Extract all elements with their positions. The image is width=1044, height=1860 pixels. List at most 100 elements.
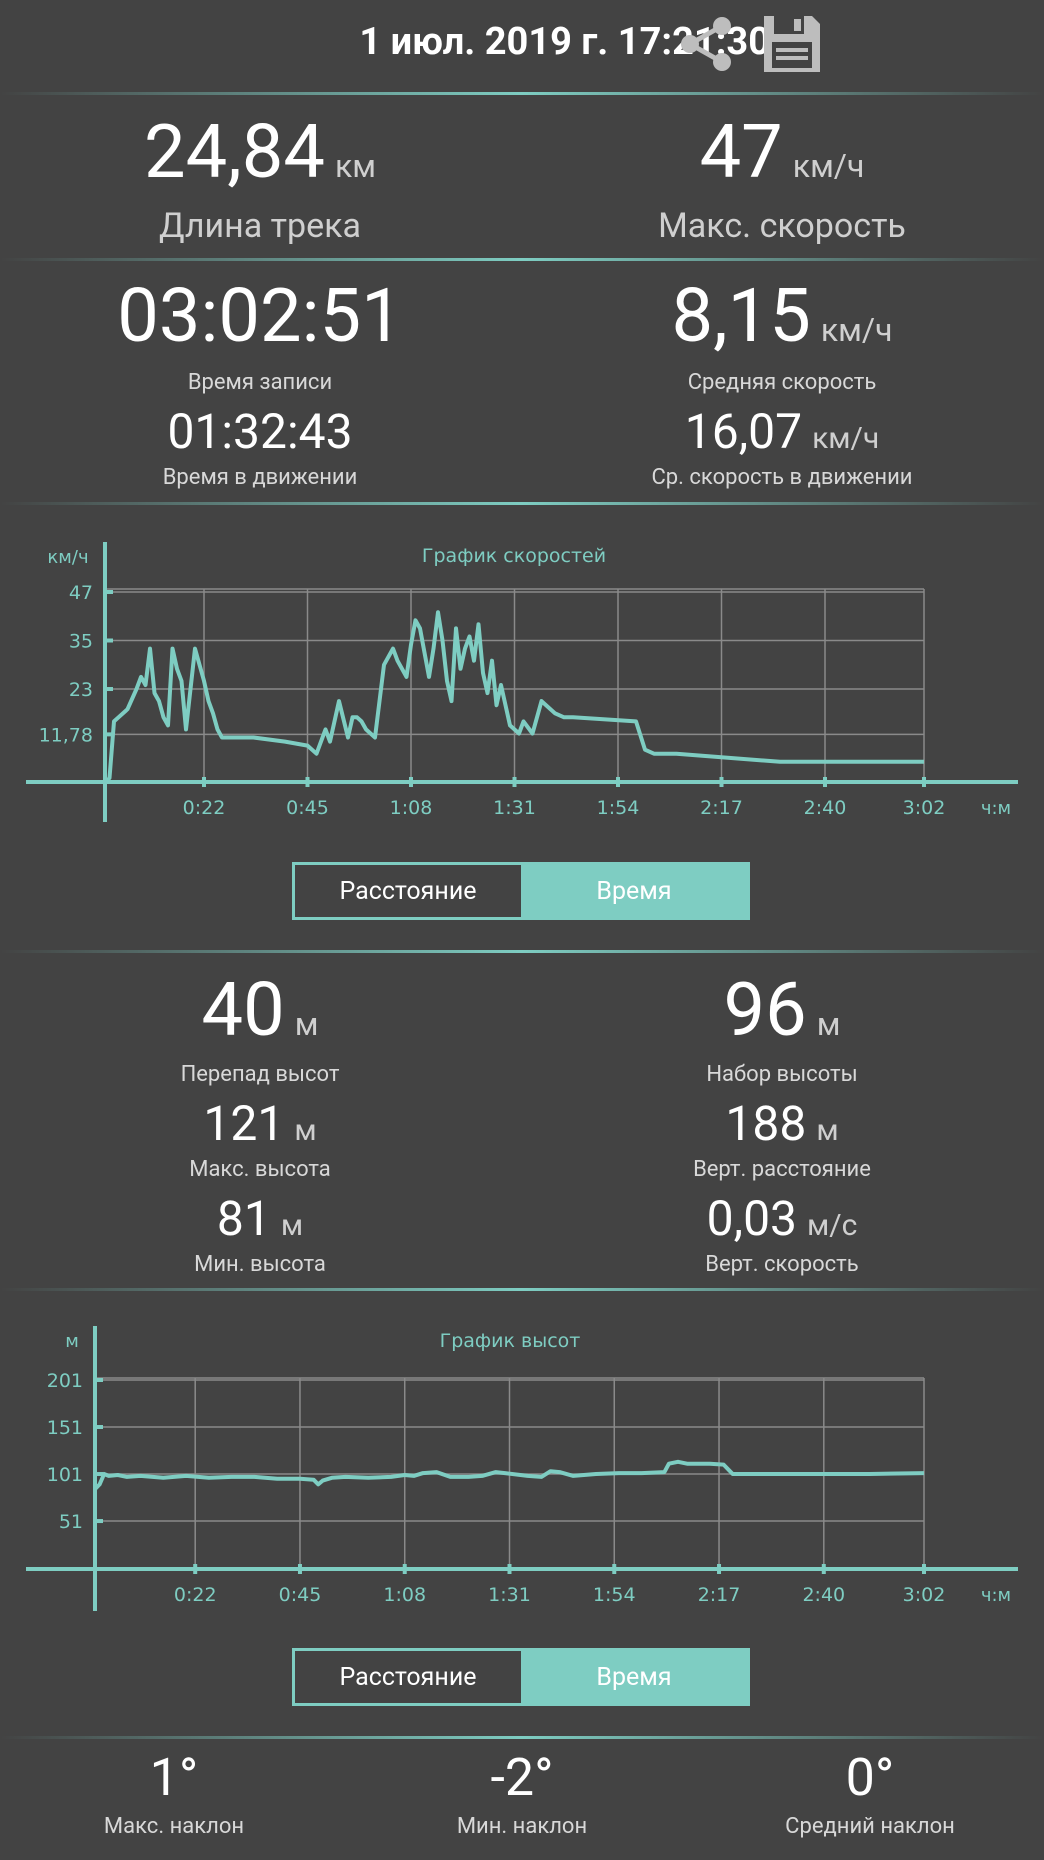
moving-avg-speed-unit: км/ч: [812, 421, 880, 456]
max-speed-value: 47: [699, 109, 783, 196]
avg-speed-value: 8,15: [671, 273, 811, 360]
track-length-value: 24,84: [144, 109, 325, 196]
divider: [0, 1736, 1044, 1739]
min-altitude-block: 81 м: [0, 1195, 520, 1244]
y-tick-label: 47: [69, 582, 93, 604]
max-altitude-label: Макс. высота: [189, 1157, 331, 1182]
elevation-chart: 0:22 0:45 1:08 1:31 1:54 2:17 2:40 3:02 51 101 151…: [26, 1326, 1018, 1611]
max-altitude-unit: м: [294, 1113, 317, 1148]
moving-avg-speed-value: 16,07: [684, 403, 803, 460]
record-time-label: Время записи: [187, 370, 333, 395]
vert-speed-block: 0,03 м/с: [520, 1195, 1044, 1244]
min-altitude-label: Мин. высота: [194, 1252, 326, 1277]
x-tick-label: 0:22: [183, 797, 226, 819]
vert-speed-unit: м/с: [807, 1208, 858, 1243]
record-time-value: 03:02:51: [117, 273, 403, 360]
x-tick-label: 1:31: [488, 1584, 531, 1606]
min-altitude-value: 81: [216, 1190, 271, 1247]
vert-distance-unit: м: [816, 1113, 839, 1148]
x-tick-label: 1:08: [383, 1584, 426, 1606]
vert-speed-label: Верт. скорость: [705, 1252, 859, 1277]
y-axis-label: м: [65, 1331, 79, 1352]
speed-toggle-distance[interactable]: Расстояние: [339, 876, 477, 906]
elevation-diff-value: 40: [201, 967, 285, 1054]
x-tick-label: 1:54: [593, 1584, 636, 1606]
y-tick-label: 23: [69, 679, 93, 701]
record-time-block: 03:02:51: [0, 280, 520, 354]
min-slope-block: -2°: [348, 1752, 696, 1804]
avg-speed-block: 8,15 км/ч: [520, 280, 1044, 354]
moving-avg-speed-block: 16,07 км/ч: [520, 408, 1044, 457]
y-tick-label: 201: [47, 1370, 83, 1392]
track-length-block: 24,84 км: [0, 116, 520, 190]
elevation-gain-value: 96: [723, 967, 807, 1054]
moving-avg-speed-label: Ср. скорость в движении: [651, 465, 913, 490]
elevation-gain-block: 96 м: [520, 974, 1044, 1048]
y-tick-label: 11,78: [39, 724, 93, 746]
x-tick-label: 3:02: [903, 1584, 946, 1606]
vert-distance-value: 188: [725, 1095, 807, 1152]
vert-distance-label: Верт. расстояние: [693, 1157, 871, 1182]
x-axis-label: ч:м: [981, 798, 1011, 819]
y-tick-label: 101: [47, 1464, 83, 1486]
divider: [0, 258, 1044, 261]
divider: [0, 92, 1044, 95]
x-tick-label: 0:45: [279, 1584, 322, 1606]
avg-slope-block: 0°: [696, 1752, 1044, 1804]
moving-time-block: 01:32:43: [0, 408, 520, 456]
chart-title: График скоростей: [422, 545, 606, 567]
x-tick-label: 2:40: [804, 797, 847, 819]
track-datetime: 1 июл. 2019 г. 17:21:30: [359, 20, 770, 64]
x-tick-label: 0:22: [174, 1584, 217, 1606]
elevation-toggle-distance[interactable]: Расстояние: [339, 1662, 477, 1692]
max-speed-block: 47 км/ч: [520, 116, 1044, 190]
x-tick-label: 2:17: [698, 1584, 741, 1606]
elevation-diff-label: Перепад высот: [180, 1062, 340, 1087]
share-icon[interactable]: [676, 14, 736, 74]
moving-time-label: Время в движении: [162, 465, 358, 490]
floppy-disk-icon[interactable]: [760, 12, 824, 76]
elevation-chart-mode-toggle[interactable]: Расстояние Время: [292, 1648, 750, 1706]
chart-title: График высот: [440, 1330, 581, 1352]
avg-speed-unit: км/ч: [820, 311, 893, 349]
max-slope-label: Макс. наклон: [103, 1814, 245, 1839]
x-tick-label: 0:45: [286, 797, 329, 819]
max-altitude-value: 121: [203, 1095, 285, 1152]
y-tick-label: 35: [69, 631, 93, 653]
elevation-diff-unit: м: [294, 1005, 319, 1043]
y-tick-label: 151: [47, 1417, 83, 1439]
vert-distance-block: 188 м: [520, 1100, 1044, 1149]
divider: [0, 1288, 1044, 1291]
x-tick-label: 2:40: [802, 1584, 845, 1606]
speed-toggle-time[interactable]: Время: [521, 865, 747, 917]
elevation-diff-block: 40 м: [0, 974, 520, 1048]
min-slope-value: -2°: [490, 1747, 554, 1808]
series-line: [103, 610, 924, 784]
divider: [0, 502, 1044, 505]
max-speed-label: Макс. скорость: [658, 206, 906, 246]
max-slope-block: 1°: [0, 1752, 348, 1804]
moving-time-value: 01:32:43: [167, 403, 353, 460]
x-tick-label: 1:54: [597, 797, 640, 819]
elevation-gain-unit: м: [816, 1005, 841, 1043]
max-altitude-block: 121 м: [0, 1100, 520, 1149]
max-speed-unit: км/ч: [792, 147, 865, 185]
min-slope-label: Мин. наклон: [456, 1814, 588, 1839]
avg-slope-value: 0°: [845, 1747, 895, 1808]
y-axis-label: км/ч: [47, 547, 88, 568]
avg-speed-label: Средняя скорость: [687, 370, 877, 395]
speed-chart: 0:22 0:45 1:08 1:31 1:54 2:17 2:40 3:02 11,78 23 3…: [26, 542, 1018, 822]
max-slope-value: 1°: [149, 1747, 199, 1808]
divider: [0, 950, 1044, 953]
elevation-gain-label: Набор высоты: [706, 1062, 858, 1087]
track-length-unit: км: [334, 147, 376, 185]
x-tick-label: 3:02: [903, 797, 946, 819]
speed-chart-mode-toggle[interactable]: Расстояние Время: [292, 862, 750, 920]
x-tick-label: 2:17: [700, 797, 743, 819]
track-length-label: Длина трека: [159, 206, 361, 246]
elevation-toggle-time[interactable]: Время: [521, 1651, 747, 1703]
series-line: [93, 1459, 925, 1491]
min-altitude-unit: м: [280, 1208, 304, 1243]
vert-speed-value: 0,03: [706, 1190, 798, 1247]
x-tick-label: 1:08: [390, 797, 433, 819]
